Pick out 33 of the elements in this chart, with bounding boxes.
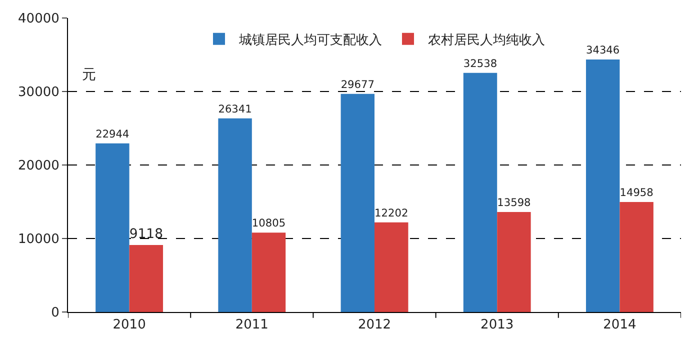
y-tick-label: 0 xyxy=(51,306,60,321)
data-label: 26341 xyxy=(218,103,252,116)
legend-label: 城镇居民人均可支配收入 xyxy=(238,32,382,48)
x-tick-label: 2012 xyxy=(358,318,392,333)
bar xyxy=(374,222,408,312)
data-label: 12202 xyxy=(374,207,408,220)
data-label: 34346 xyxy=(586,44,620,57)
bar xyxy=(463,72,498,312)
y-tick-label: 20000 xyxy=(18,158,60,174)
y-tick-label: 30000 xyxy=(18,85,60,100)
bar xyxy=(620,202,654,312)
legend-label: 农村居民人均纯收入 xyxy=(428,32,545,48)
bar xyxy=(340,94,374,312)
bar xyxy=(497,212,531,312)
bar xyxy=(96,143,130,312)
data-label: 22944 xyxy=(96,128,130,140)
y-tick-label: 40000 xyxy=(18,12,60,27)
data-label: 10805 xyxy=(252,218,286,230)
data-label: 9118 xyxy=(129,227,164,242)
data-label: 13598 xyxy=(497,197,531,210)
data-label: 32538 xyxy=(463,58,498,70)
bar xyxy=(252,232,286,312)
x-tick-label: 2014 xyxy=(603,318,636,333)
y-axis-title: 元 xyxy=(82,67,96,83)
x-tick-label: 2010 xyxy=(112,318,146,333)
bar xyxy=(129,244,164,312)
data-label: 29677 xyxy=(340,78,374,91)
bar xyxy=(218,118,252,312)
x-tick-label: 2013 xyxy=(480,318,514,333)
y-tick-label: 10000 xyxy=(18,232,60,248)
bar xyxy=(586,60,620,312)
data-label: 14958 xyxy=(620,187,654,200)
x-tick-label: 2011 xyxy=(235,318,268,333)
